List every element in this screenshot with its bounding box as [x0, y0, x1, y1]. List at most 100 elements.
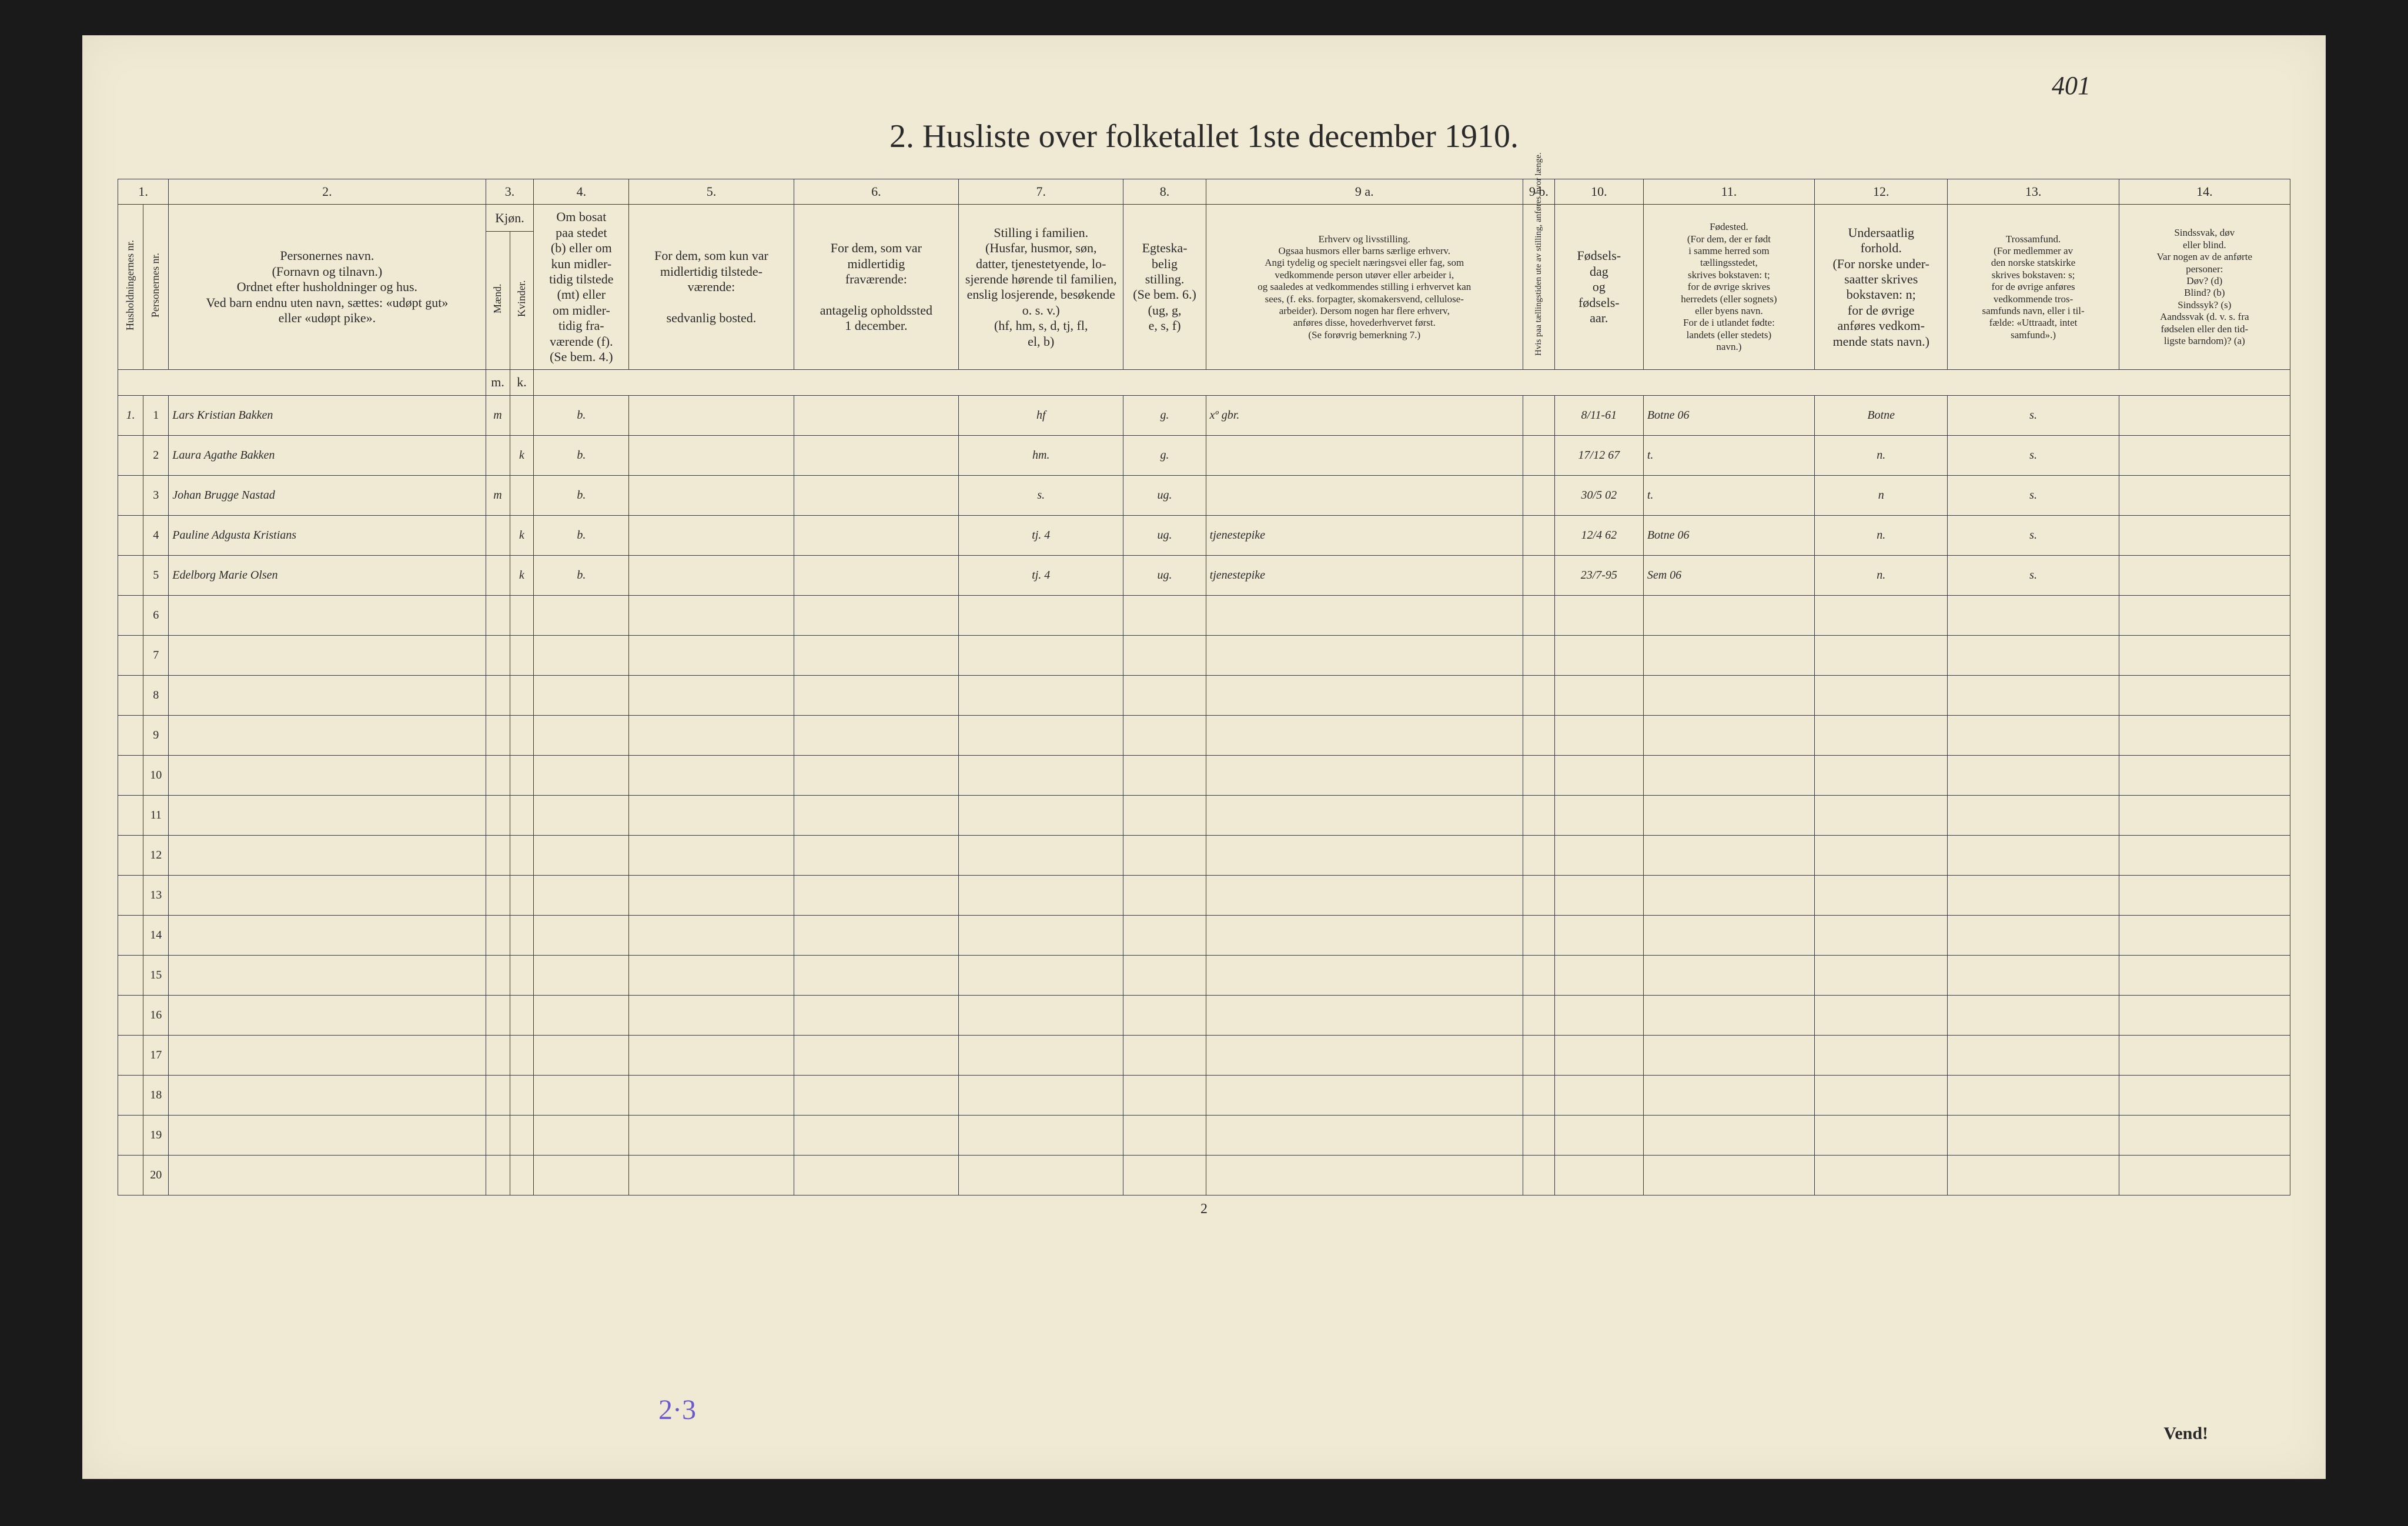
cell-empty	[1948, 1115, 2119, 1155]
table-row: 12	[118, 835, 2290, 875]
form-title: 2. Husliste over folketallet 1ste decemb…	[118, 118, 2290, 155]
colnum-2: 2.	[169, 179, 486, 205]
hdr-c1a: Husholdningernes nr.	[118, 205, 143, 370]
cell-empty	[510, 675, 534, 715]
cell-c9b	[1523, 515, 1554, 555]
table-row: 14	[118, 915, 2290, 955]
cell-pn: 6	[143, 595, 169, 635]
cell-empty	[1948, 1075, 2119, 1115]
cell-empty	[1554, 635, 1643, 675]
cell-pn: 15	[143, 955, 169, 995]
cell-empty	[1815, 715, 1948, 755]
cell-empty	[1206, 915, 1523, 955]
cell-empty	[794, 955, 958, 995]
cell-name: Lars Kristian Bakken	[169, 395, 486, 435]
vend-label: Vend!	[2163, 1424, 2208, 1444]
cell-empty	[1948, 755, 2119, 795]
cell-empty	[794, 715, 958, 755]
cell-empty	[1523, 795, 1554, 835]
cell-empty	[486, 595, 510, 635]
hdr-c2: Personernes navn. (Fornavn og tilnavn.) …	[169, 205, 486, 370]
cell-empty	[1815, 955, 1948, 995]
colnum-1: 1.	[118, 179, 169, 205]
cell-empty	[1815, 1115, 1948, 1155]
cell-hh	[118, 555, 143, 595]
colnum-11: 11.	[1643, 179, 1814, 205]
cell-empty	[486, 1035, 510, 1075]
cell-empty	[486, 1075, 510, 1115]
cell-empty	[1123, 955, 1206, 995]
cell-empty	[169, 995, 486, 1035]
cell-empty	[1123, 675, 1206, 715]
cell-empty	[169, 635, 486, 675]
colnum-14: 14.	[2119, 179, 2290, 205]
cell-c8: g.	[1123, 395, 1206, 435]
table-row: 11	[118, 795, 2290, 835]
cell-c11: t.	[1643, 475, 1814, 515]
cell-empty	[629, 1115, 794, 1155]
cell-empty	[1523, 995, 1554, 1035]
colnum-9a: 9 a.	[1206, 179, 1523, 205]
cell-empty	[1643, 675, 1814, 715]
cell-empty	[169, 1075, 486, 1115]
cell-empty	[1123, 595, 1206, 635]
cell-c8: g.	[1123, 435, 1206, 475]
cell-c11: Sem 06	[1643, 555, 1814, 595]
cell-empty	[794, 675, 958, 715]
cell-empty	[959, 915, 1123, 955]
cell-empty	[486, 795, 510, 835]
colnum-3: 3.	[486, 179, 534, 205]
cell-empty	[1554, 675, 1643, 715]
cell-c14	[2119, 555, 2290, 595]
cell-empty	[1206, 635, 1523, 675]
cell-empty	[794, 915, 958, 955]
cell-empty	[1554, 755, 1643, 795]
colnum-12: 12.	[1815, 179, 1948, 205]
cell-c9a: tjenestepike	[1206, 515, 1523, 555]
cell-empty	[486, 875, 510, 915]
cell-pn: 16	[143, 995, 169, 1035]
cell-empty	[1206, 1035, 1523, 1075]
colnum-7: 7.	[959, 179, 1123, 205]
table-row: 10	[118, 755, 2290, 795]
hdr-c12: Undersaatlig forhold. (For norske under-…	[1815, 205, 1948, 370]
cell-empty	[1948, 955, 2119, 995]
cell-empty	[169, 875, 486, 915]
cell-empty	[629, 635, 794, 675]
cell-empty	[534, 835, 629, 875]
cell-name: Edelborg Marie Olsen	[169, 555, 486, 595]
cell-empty	[534, 875, 629, 915]
hdr-c3: Kjøn.	[486, 205, 534, 232]
cell-empty	[534, 1115, 629, 1155]
cell-empty	[959, 1155, 1123, 1195]
cell-empty	[2119, 795, 2290, 835]
cell-hh	[118, 955, 143, 995]
cell-empty	[1523, 755, 1554, 795]
cell-hh	[118, 595, 143, 635]
cell-empty	[959, 595, 1123, 635]
cell-hh	[118, 435, 143, 475]
cell-k: k	[510, 555, 534, 595]
cell-c9b	[1523, 475, 1554, 515]
cell-empty	[2119, 595, 2290, 635]
cell-empty	[534, 1035, 629, 1075]
cell-empty	[1815, 1155, 1948, 1195]
cell-empty	[486, 995, 510, 1035]
colnum-5: 5.	[629, 179, 794, 205]
cell-c4: b.	[534, 475, 629, 515]
cell-empty	[534, 1155, 629, 1195]
hdr-c3a: Mænd.	[486, 232, 510, 370]
cell-empty	[1643, 955, 1814, 995]
cell-c9a	[1206, 475, 1523, 515]
cell-empty	[486, 1155, 510, 1195]
cell-empty	[1123, 1115, 1206, 1155]
cell-pn: 7	[143, 635, 169, 675]
cell-pn: 13	[143, 875, 169, 915]
mk-row: m. k.	[118, 370, 2290, 395]
cell-empty	[486, 915, 510, 955]
cell-c10: 30/5 02	[1554, 475, 1643, 515]
cell-pn: 14	[143, 915, 169, 955]
cell-empty	[2119, 635, 2290, 675]
cell-c9a: tjenestepike	[1206, 555, 1523, 595]
cell-empty	[1523, 715, 1554, 755]
